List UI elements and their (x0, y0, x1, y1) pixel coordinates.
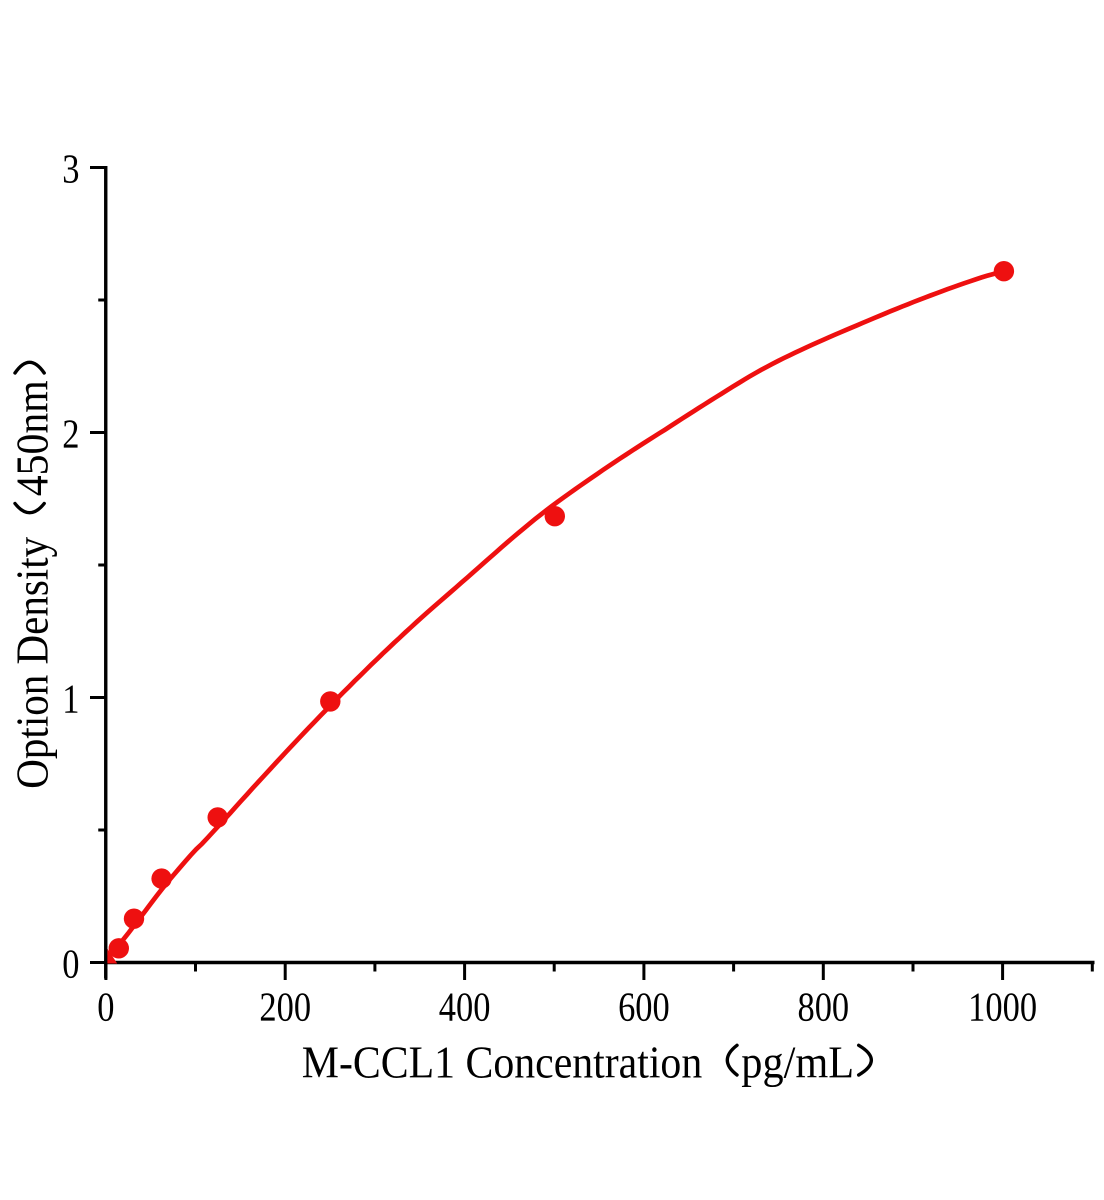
svg-text:800: 800 (797, 985, 849, 1030)
svg-text:3: 3 (62, 147, 79, 192)
svg-text:450nm: 450nm (8, 380, 58, 496)
svg-text:600: 600 (618, 985, 670, 1030)
svg-text:2: 2 (62, 412, 79, 457)
svg-text:Option Density: Option Density (7, 537, 58, 789)
svg-text:1000: 1000 (968, 985, 1037, 1030)
svg-text:400: 400 (439, 985, 491, 1030)
svg-text:200: 200 (259, 985, 311, 1030)
svg-text:1: 1 (62, 677, 79, 722)
svg-text:pg/mL: pg/mL (741, 1037, 854, 1088)
svg-text:M-CCL1 Concentration: M-CCL1 Concentration (302, 1037, 702, 1088)
svg-text:0: 0 (62, 942, 79, 987)
svg-text:0: 0 (97, 985, 114, 1030)
